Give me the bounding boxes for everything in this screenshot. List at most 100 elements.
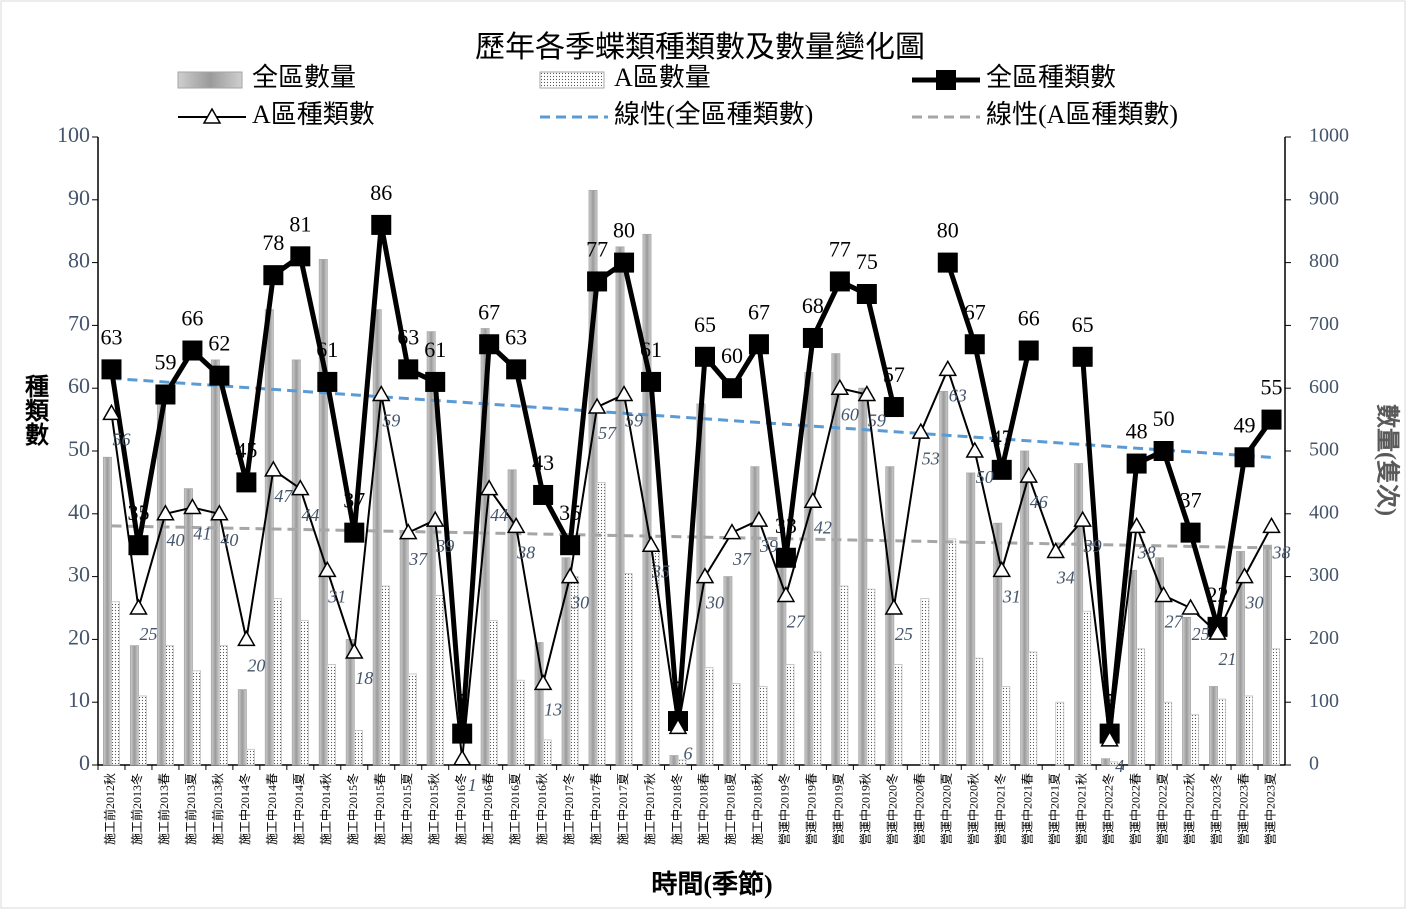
x-tick-label: 施工中2018冬 (669, 773, 684, 845)
y2-axis-label: 數量(隻次) (1373, 404, 1401, 516)
marker (992, 560, 1012, 578)
y2-tick-label: 800 (1309, 250, 1339, 272)
bar (1020, 450, 1030, 766)
data-label: 77 (829, 236, 851, 261)
marker (425, 371, 446, 392)
marker (318, 560, 337, 578)
bar (650, 551, 660, 766)
bar (111, 601, 120, 766)
y-tick-label: 70 (68, 310, 90, 335)
marker (883, 397, 904, 418)
data-label: 77 (586, 236, 608, 261)
y-tick-label: 30 (68, 562, 90, 587)
y2-tick-label: 100 (1309, 690, 1339, 712)
bar (1136, 648, 1146, 766)
bar (1128, 569, 1138, 766)
data-label: 37 (408, 549, 428, 569)
bar (723, 576, 733, 766)
bar (1155, 557, 1165, 766)
bar (542, 739, 552, 766)
marker (1261, 409, 1282, 430)
marker (344, 642, 364, 659)
bar (102, 456, 112, 766)
data-label: 68 (802, 293, 824, 318)
bar (272, 598, 282, 766)
data-label: 18 (355, 668, 373, 688)
data-label: 7 (673, 676, 684, 701)
data-label: 43 (532, 450, 554, 475)
x-tick-label: 施工中2015夏 (399, 773, 414, 845)
x-tick-label: 營運中2019夏 (831, 773, 846, 845)
marker (506, 359, 527, 380)
data-label: 39 (759, 536, 778, 556)
bar (588, 189, 598, 766)
marker (344, 522, 365, 543)
marker (506, 516, 526, 534)
x-tick-label: 施工中2016秋 (534, 773, 549, 845)
legend-swatch (177, 71, 243, 89)
data-label: 30 (570, 593, 589, 613)
legend-swatch (202, 107, 222, 124)
marker (695, 567, 715, 584)
bar (731, 682, 741, 766)
bar (974, 657, 984, 766)
data-label: 39 (435, 536, 454, 556)
bar (245, 748, 255, 766)
marker (1154, 585, 1173, 603)
marker (991, 459, 1012, 480)
data-label: 63 (505, 324, 527, 349)
legend-label: A區種類數 (252, 100, 375, 129)
x-tick-label: 營運中2019秋 (858, 773, 873, 845)
bar (669, 755, 679, 766)
x-tick-label: 施工中2018春 (696, 773, 711, 845)
bar (507, 469, 517, 766)
marker (237, 629, 256, 647)
data-label: 59 (625, 411, 643, 431)
bar (1163, 701, 1173, 766)
y-tick-label: 100 (57, 122, 90, 147)
data-label: 5 (457, 689, 468, 714)
marker (263, 265, 284, 286)
x-tick-label: 營運中2021春 (1019, 773, 1034, 845)
legend-swatch (539, 71, 605, 89)
bar (218, 645, 228, 766)
marker (155, 384, 176, 405)
bar (642, 233, 652, 766)
marker (398, 359, 419, 380)
data-label: 49 (1234, 412, 1256, 437)
bar (1055, 701, 1065, 766)
marker (1126, 453, 1147, 474)
x-tick-label: 營運中2022春 (1127, 773, 1142, 845)
bar (677, 759, 687, 766)
marker (182, 340, 203, 361)
data-label: 41 (193, 524, 211, 544)
bar (858, 387, 868, 766)
y2-tick-label: 1000 (1309, 125, 1349, 147)
bar (1101, 758, 1111, 766)
data-label: 63 (100, 324, 122, 349)
data-label: 34 (1056, 568, 1075, 588)
bar (758, 686, 768, 766)
marker (210, 504, 229, 521)
data-label: 38 (516, 542, 535, 562)
x-tick-label: 營運中2021夏 (1046, 773, 1061, 845)
legend-swatch (936, 70, 956, 90)
bar (1190, 714, 1200, 766)
bar (939, 390, 949, 766)
legend-label: A區數量 (614, 63, 711, 92)
marker (183, 498, 202, 515)
bar (183, 488, 193, 766)
legend-label: 全區數量 (252, 63, 356, 92)
marker (721, 378, 742, 399)
data-label: 57 (883, 362, 905, 387)
marker (830, 378, 850, 395)
bar (399, 532, 409, 766)
x-tick-label: 營運中2023春 (1235, 773, 1250, 845)
marker (1181, 598, 1200, 615)
marker (371, 214, 392, 235)
x-tick-label: 營運中2020夏 (939, 773, 954, 845)
marker (156, 504, 175, 521)
data-label: 25 (139, 624, 157, 644)
bar (893, 664, 903, 766)
bar (291, 359, 301, 766)
